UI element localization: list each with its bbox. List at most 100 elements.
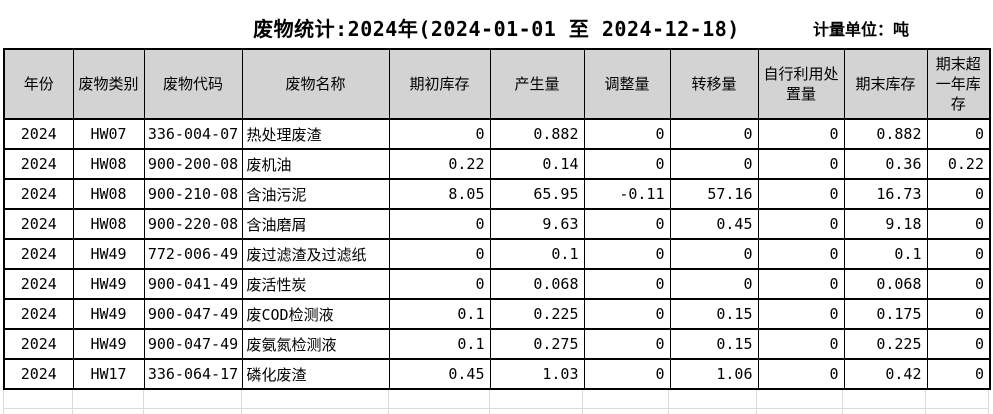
table-row: 2024 HW49 900-047-49 废COD检测液 0.1 0.225 0 0.15 0 0… — [3, 298, 991, 330]
table-cell: 0.068 — [489, 268, 585, 300]
table-cell: HW49 — [72, 298, 145, 330]
table-cell: 900-047-49 — [143, 298, 243, 330]
column-header: 废物代码 — [143, 48, 243, 120]
table-cell: 0 — [926, 298, 991, 330]
table-cell: 9.63 — [489, 208, 585, 240]
table-cell: 0 — [583, 298, 671, 330]
table-cell: 1.06 — [669, 358, 759, 390]
table-cell: 0.45 — [388, 358, 491, 390]
table-cell: 2024 — [3, 268, 74, 300]
table-cell: 含油污泥 — [241, 178, 390, 210]
empty-grid-cell — [757, 390, 844, 414]
table-cell: 0.225 — [489, 298, 585, 330]
table-cell: 0 — [583, 118, 671, 150]
table-cell: 0 — [583, 208, 671, 240]
table-head: 年份 废物类别 废物代码 废物名称 期初库存 产生量 调整量 转移量 自行利用处置量 期末库存 期末… — [3, 48, 991, 120]
table-cell: 磷化废渣 — [241, 358, 390, 390]
table-cell: 0 — [757, 328, 845, 360]
empty-grid-cell — [669, 390, 758, 414]
table-cell: HW49 — [72, 238, 145, 270]
empty-grid-cell — [144, 390, 242, 414]
table-row: 2024 HW17 336-064-17 磷化废渣 0.45 1.03 0 1.06 0 0.42… — [3, 358, 991, 390]
waste-statistics-table: 年份 废物类别 废物代码 废物名称 期初库存 产生量 调整量 转移量 自行利用处置量 期末库存 期末… — [3, 48, 991, 390]
table-row: 2024 HW49 900-041-49 废活性炭 0 0.068 0 0 0 0.068 0 — [3, 268, 991, 300]
empty-grid-line — [4, 408, 989, 409]
table-cell: 0.882 — [489, 118, 585, 150]
table-cell: 废活性炭 — [241, 268, 390, 300]
table-cell: HW49 — [72, 328, 145, 360]
table-cell: 0 — [669, 118, 759, 150]
table-cell: 废机油 — [241, 148, 390, 180]
table-cell: 0.1 — [489, 238, 585, 270]
table-cell: 废氨氮检测液 — [241, 328, 390, 360]
table-cell: 0.45 — [669, 208, 759, 240]
column-header: 废物名称 — [241, 48, 390, 120]
table-cell: 0 — [669, 268, 759, 300]
table-cell: 65.95 — [489, 178, 585, 210]
empty-grid-cell — [583, 390, 670, 414]
column-header: 废物类别 — [72, 48, 145, 120]
table-cell: 废过滤渣及过滤纸 — [241, 238, 390, 270]
table-cell: 0.1 — [388, 298, 491, 330]
table-cell: 0.275 — [489, 328, 585, 360]
table-cell: 900-200-08 — [143, 148, 243, 180]
table-cell: 0 — [926, 238, 991, 270]
header-row: 年份 废物类别 废物代码 废物名称 期初库存 产生量 调整量 转移量 自行利用处置量 期末库存 期末… — [3, 48, 991, 120]
table-cell: 0 — [926, 208, 991, 240]
table-cell: 废COD检测液 — [241, 298, 390, 330]
table-cell: 0 — [757, 268, 845, 300]
table-row: 2024 HW49 772-006-49 废过滤渣及过滤纸 0 0.1 0 0 0 0.1 0 — [3, 238, 991, 270]
table-cell: 336-004-07 — [143, 118, 243, 150]
table-cell: 0.15 — [669, 298, 759, 330]
table-cell: 900-041-49 — [143, 268, 243, 300]
table-cell: 0 — [926, 268, 991, 300]
table-cell: 0 — [757, 118, 845, 150]
table-cell: 2024 — [3, 238, 74, 270]
table-cell: 热处理废渣 — [241, 118, 390, 150]
table-cell: 0 — [926, 358, 991, 390]
table-cell: 0.175 — [843, 298, 928, 330]
table-cell: 0 — [388, 238, 491, 270]
table-cell: 0 — [757, 208, 845, 240]
column-header: 调整量 — [583, 48, 671, 120]
table-cell: 8.05 — [388, 178, 491, 210]
table-cell: HW08 — [72, 148, 145, 180]
page-title: 废物统计:2024年(2024-01-01 至 2024-12-18) — [253, 17, 740, 41]
table-cell: 含油磨屑 — [241, 208, 390, 240]
column-header: 自行利用处置量 — [757, 48, 845, 120]
table-cell: 2024 — [3, 118, 74, 150]
table-cell: 2024 — [3, 178, 74, 210]
column-header: 产生量 — [489, 48, 585, 120]
table-row: 2024 HW49 900-047-49 废氨氮检测液 0.1 0.275 0 0.15 0 0.… — [3, 328, 991, 360]
table-cell: 0.14 — [489, 148, 585, 180]
table-cell: HW08 — [72, 178, 145, 210]
table-cell: 0 — [583, 148, 671, 180]
table-cell: 0 — [757, 298, 845, 330]
column-header: 期末库存 — [843, 48, 928, 120]
unit-label: 计量单位：吨 — [812, 20, 909, 39]
table-cell: 0 — [926, 328, 991, 360]
table-cell: 0 — [388, 268, 491, 300]
column-header: 转移量 — [669, 48, 759, 120]
empty-grid-cell — [843, 390, 927, 414]
table-cell: 772-006-49 — [143, 238, 243, 270]
table-cell: 0.068 — [843, 268, 928, 300]
column-header: 期初库存 — [388, 48, 491, 120]
table-cell: 0 — [757, 148, 845, 180]
table-cell: 0.15 — [669, 328, 759, 360]
table-cell: 9.18 — [843, 208, 928, 240]
table-cell: 0.22 — [388, 148, 491, 180]
table-row: 2024 HW07 336-004-07 热处理废渣 0 0.882 0 0 0 0.882 0 — [3, 118, 991, 150]
title-bar: 废物统计:2024年(2024-01-01 至 2024-12-18) 计量单位… — [0, 0, 993, 48]
column-header: 期末超一年库存 — [926, 48, 991, 120]
table-cell: 0 — [583, 268, 671, 300]
table-cell: 1.03 — [489, 358, 585, 390]
table-cell: 2024 — [3, 298, 74, 330]
table-cell: 0 — [388, 208, 491, 240]
table-cell: 0.1 — [388, 328, 491, 360]
table-cell: HW08 — [72, 208, 145, 240]
table-cell: HW49 — [72, 268, 145, 300]
table-cell: 900-220-08 — [143, 208, 243, 240]
table-cell: 2024 — [3, 328, 74, 360]
